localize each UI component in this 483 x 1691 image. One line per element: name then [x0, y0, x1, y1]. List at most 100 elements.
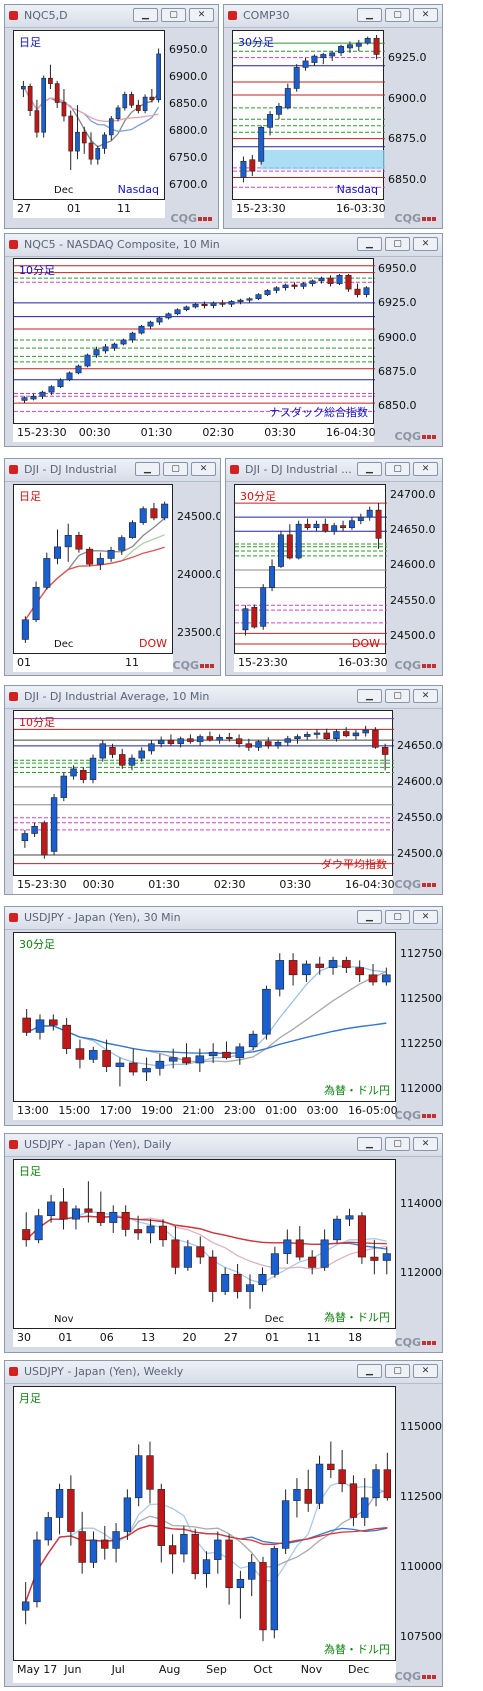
close-button[interactable] [413, 462, 438, 476]
window-titlebar[interactable]: USDJPY - Japan (Yen), Weekly [5, 1361, 442, 1384]
close-button[interactable] [413, 1137, 438, 1151]
minimize-button[interactable] [357, 462, 382, 476]
minimize-button[interactable] [357, 1137, 382, 1151]
plot-area: 30分足 為替・ドル円 [13, 932, 396, 1102]
logo-mark [203, 217, 207, 221]
y-tick-label: 6700.0 [169, 178, 208, 192]
highlight-zone [260, 150, 385, 170]
candle-body [265, 741, 272, 747]
maximize-button[interactable] [385, 8, 410, 22]
candle-body [352, 732, 360, 737]
candle-body [284, 88, 291, 109]
window-title: USDJPY - Japan (Yen), 30 Min [24, 911, 181, 924]
candle-body [134, 1229, 143, 1234]
candle-body [281, 1500, 290, 1549]
close-button[interactable] [413, 8, 438, 22]
maximize-button[interactable] [385, 237, 410, 251]
candle-body [148, 743, 155, 752]
window-titlebar[interactable]: DJI - DJ Industrial Average, 10 Min [5, 686, 442, 709]
cqg-logo-text: CQG [394, 1670, 421, 1683]
maximize-button[interactable] [163, 462, 188, 476]
close-button[interactable] [413, 689, 438, 703]
window-titlebar[interactable]: COMP30 [224, 5, 442, 28]
maximize-button[interactable] [385, 1137, 410, 1151]
close-button[interactable] [189, 8, 214, 22]
chart-svg [22, 1181, 391, 1309]
timeframe-label: 30分足 [240, 490, 276, 503]
candle-body [318, 277, 325, 282]
window-controls [354, 1364, 438, 1383]
minimize-button[interactable] [133, 8, 158, 22]
window-titlebar[interactable]: USDJPY - Japan (Yen), Daily [5, 1134, 442, 1157]
window-titlebar[interactable]: DJI - DJ Industrial ... [226, 459, 442, 482]
minimize-button[interactable] [357, 910, 382, 924]
window-titlebar[interactable]: USDJPY - Japan (Yen), 30 Min [5, 907, 442, 930]
candle-body [342, 960, 351, 968]
chart-window-w4[interactable]: DJI - DJ Industrial 日足 DOW Dec 24500.0 24000.… [4, 458, 221, 676]
close-button[interactable] [413, 1364, 438, 1378]
candle-body [286, 534, 293, 559]
close-button[interactable] [413, 237, 438, 251]
x-tick-label: 01:30 [148, 878, 180, 891]
logo-mark [432, 435, 436, 439]
candle-body [50, 797, 58, 852]
candle-body [157, 739, 165, 745]
candle-body [120, 339, 127, 345]
close-button[interactable] [413, 910, 438, 924]
maximize-button[interactable] [385, 689, 410, 703]
window-titlebar[interactable]: NQC5,D [5, 5, 218, 28]
maximize-button[interactable] [161, 8, 186, 22]
cqg-logo-text: CQG [394, 1109, 421, 1122]
candle-body [269, 566, 276, 588]
maximize-button[interactable] [385, 462, 410, 476]
minimize-button[interactable] [357, 8, 382, 22]
minimize-button[interactable] [357, 237, 382, 251]
maximize-button[interactable] [385, 910, 410, 924]
timeframe-label: 月足 [19, 1392, 41, 1405]
candle-body [259, 1562, 267, 1631]
candle-body [327, 277, 334, 284]
plot-area: 日足 為替・ドル円 Nov Dec [13, 1159, 396, 1329]
cqg-logo: CQG [395, 878, 436, 891]
chart-window-w2[interactable]: COMP30 30分足 Nasdaq 6925.0 6900.0 6875.0 6850.0… [223, 4, 443, 229]
logo-mark [427, 664, 431, 668]
candle-body [309, 280, 316, 284]
logo-mark [427, 1675, 431, 1679]
window-titlebar[interactable]: NQC5 - NASDAQ Composite, 10 Min [5, 234, 442, 257]
cqg-logo: CQG [395, 1109, 436, 1122]
candle-body [273, 287, 280, 291]
candle-body [30, 395, 37, 400]
candle-body [112, 1531, 120, 1549]
logo-mark [422, 435, 426, 439]
candle-body [86, 548, 94, 565]
minimize-button[interactable] [357, 689, 382, 703]
x-tick-label: 16-03:30 [338, 656, 388, 669]
x-tick-label: 16-04:30 [326, 426, 376, 439]
x-axis: 15-23:30 00:30 01:30 02:30 03:30 16-04:30 [13, 424, 376, 442]
minimize-button[interactable] [135, 462, 160, 476]
chart-window-w5[interactable]: DJI - DJ Industrial ... 30分足 DOW 24700.0 246… [225, 458, 443, 676]
minimize-button[interactable] [357, 1364, 382, 1378]
chart-window-w6[interactable]: DJI - DJ Industrial Average, 10 Min 10分足ダ… [4, 685, 443, 895]
candle-body [32, 587, 40, 621]
candle-body [216, 736, 223, 741]
candle-body [322, 523, 329, 532]
candle-body [57, 379, 64, 387]
candle-body [60, 775, 68, 798]
candle-body [88, 1050, 98, 1060]
window-titlebar[interactable]: DJI - DJ Industrial [5, 459, 220, 482]
logo-mark [432, 883, 436, 887]
candle-body [333, 731, 340, 739]
chart-window-w3[interactable]: NQC5 - NASDAQ Composite, 10 Min 10分足ナスダック… [4, 233, 443, 447]
x-tick-label: 01 [67, 202, 81, 215]
candle-body [111, 343, 118, 349]
candle-body [357, 1215, 366, 1258]
timeframe-label: 10分足 [19, 716, 55, 729]
maximize-button[interactable] [385, 1364, 410, 1378]
close-button[interactable] [191, 462, 216, 476]
chart-window-w1[interactable]: NQC5,D 日足 Nasdaq Dec 6950.0 6900.0 6850.0 6800.… [4, 4, 219, 229]
candle-body [282, 284, 289, 289]
